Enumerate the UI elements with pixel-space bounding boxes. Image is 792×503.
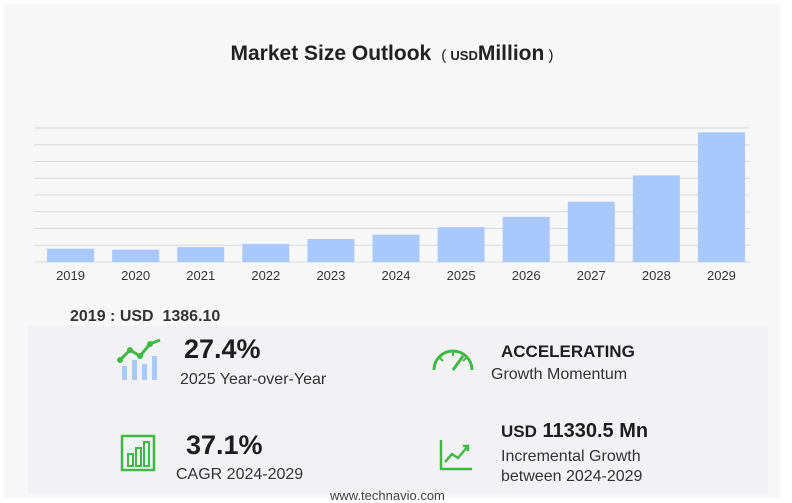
momentum-label: Growth Momentum (491, 366, 628, 383)
stats-panel: 27.4% 2025 Year-over-Year ACCELERATING G… (28, 326, 768, 494)
yoy-label: 2025 Year-over-Year (180, 371, 327, 388)
bar-chart: 2019 2020 2021 2022 2023 2024 2025 2026 2027 2028… (34, 127, 750, 283)
base-year: 2019 : USD 1386.10 (70, 308, 220, 326)
x-tick-2019: 2019 (56, 268, 85, 283)
bar-2024 (372, 234, 420, 262)
base-year-value: 1386.10 (162, 308, 221, 325)
bar-2021 (177, 247, 225, 262)
yoy-value: 27.4% (184, 334, 261, 364)
bar-2019 (47, 248, 95, 262)
growth-chart-icon (117, 338, 161, 380)
x-tick-2027: 2027 (577, 268, 606, 283)
paren-close: ) (548, 47, 554, 64)
bar-2029 (697, 132, 745, 262)
x-tick-2020: 2020 (121, 268, 150, 283)
incremental-prefix: USD (501, 422, 537, 441)
bar-2020 (112, 249, 160, 262)
title-main: Market Size Outlook (230, 42, 432, 65)
paren-open: ( (441, 47, 447, 64)
incremental-label-1: Incremental Growth (501, 448, 641, 465)
trend-line-icon (439, 440, 472, 471)
bar-2022 (242, 243, 290, 262)
bar-2025 (437, 227, 485, 262)
speedometer-icon (432, 349, 474, 371)
unit-big: Million (477, 42, 545, 65)
incremental-amount: 11330.5 Mn (542, 420, 649, 442)
chart-title: Market Size Outlook ( USDMillion ) (4, 42, 780, 66)
cagr-label: CAGR 2024-2029 (176, 466, 304, 483)
x-tick-2024: 2024 (382, 268, 411, 283)
bar-chart-icon (120, 434, 156, 472)
bar-2028 (632, 175, 680, 262)
x-tick-2022: 2022 (251, 268, 280, 283)
x-tick-2026: 2026 (512, 268, 541, 283)
title-unit: ( USDMillion ) (437, 42, 554, 65)
bar-2027 (567, 201, 615, 262)
unit-small: USD (450, 48, 478, 63)
incremental-value: USD 11330.5 Mn (501, 420, 648, 443)
x-tick-2021: 2021 (186, 268, 215, 283)
momentum-value: ACCELERATING (501, 342, 635, 361)
x-tick-2028: 2028 (642, 268, 671, 283)
footer-url[interactable]: www.technavio.com (330, 488, 445, 503)
x-tick-2023: 2023 (316, 268, 345, 283)
bar-2026 (502, 216, 550, 262)
x-tick-2025: 2025 (447, 268, 476, 283)
cagr-value: 37.1% (186, 430, 263, 460)
bar-2023 (307, 239, 355, 262)
x-tick-2029: 2029 (707, 268, 736, 283)
base-year-label: 2019 : USD (70, 308, 154, 325)
incremental-label-2: between 2024-2029 (501, 468, 643, 485)
